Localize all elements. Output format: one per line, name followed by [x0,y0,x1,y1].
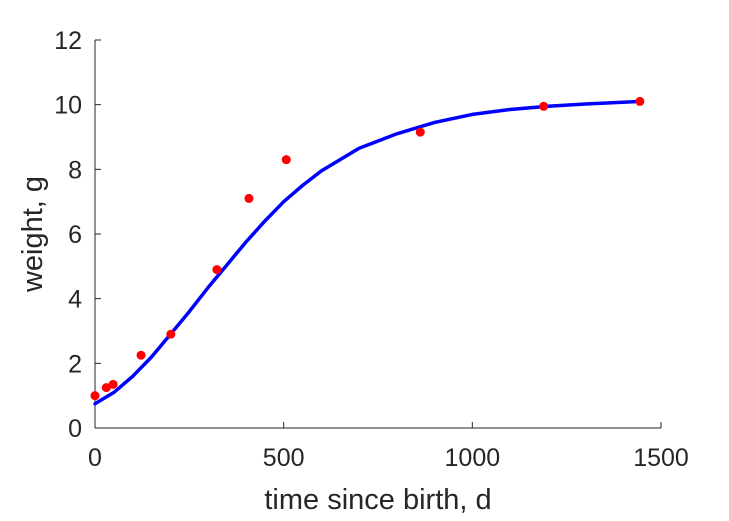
ticks: 0 500 1000 1500 0 2 4 6 8 10 12 [54,27,689,472]
x-axis-label: time since birth, d [264,484,491,516]
x-tick-label: 1000 [445,444,501,472]
data-point [539,101,549,111]
data-point [101,383,111,393]
y-tick-label: 6 [68,221,82,249]
y-tick-label: 0 [68,415,82,443]
y-tick-label: 12 [54,27,82,55]
y-axis-label: weight, g [17,176,49,293]
x-tick-label: 500 [263,444,305,472]
data-point [108,379,118,389]
data-point [136,350,146,360]
y-tick-label: 2 [68,350,82,378]
fit-curve-line [93,99,642,406]
x-tick-label: 1500 [633,444,689,472]
y-tick-label: 4 [68,286,82,314]
y-tick-label: 8 [68,156,82,184]
data-point [212,265,222,275]
x-tick-label: 0 [88,444,102,472]
series-layer [90,96,645,406]
y-tick-label: 10 [54,92,82,120]
data-point [166,329,176,339]
axes [94,40,661,429]
data-point [244,193,254,203]
data-point [90,391,100,401]
data-point [281,155,291,165]
data-point [415,127,425,137]
data-point [635,96,645,106]
